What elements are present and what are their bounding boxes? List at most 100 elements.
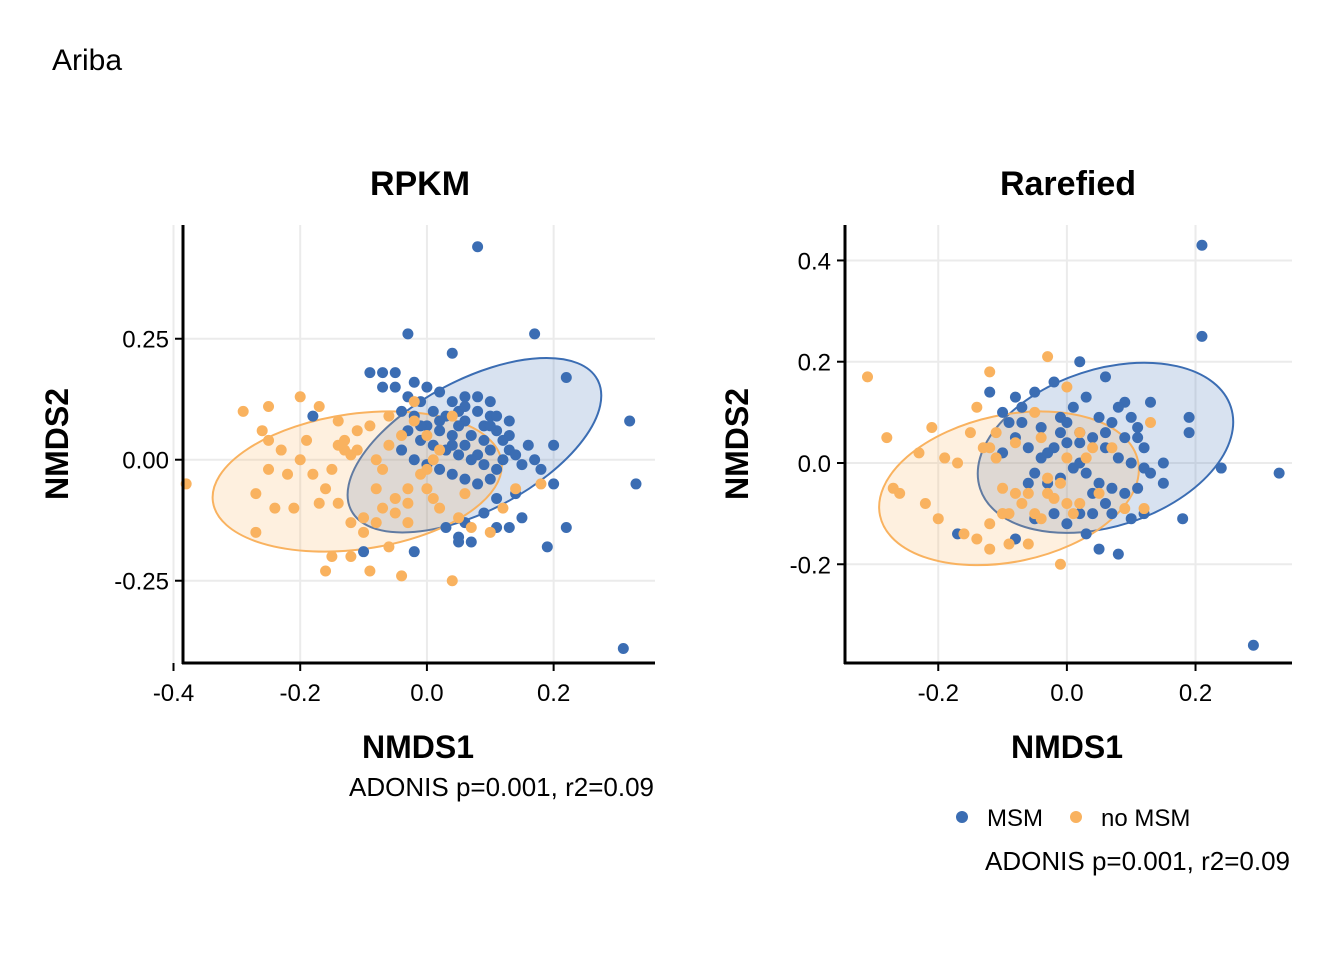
point-msm [1099,427,1111,439]
point-msm [1061,437,1073,449]
point-msm [402,328,414,340]
point-msm [1183,411,1195,423]
point-msm [396,444,408,456]
point-no-msm [377,502,389,514]
point-no-msm [1003,538,1015,550]
point-no-msm [971,401,983,413]
point-no-msm [313,400,325,412]
y-tick-label: 0.00 [122,448,169,475]
point-msm [1022,442,1034,454]
point-msm [1080,391,1092,403]
point-msm [1106,508,1118,520]
point-no-msm [453,512,465,524]
point-msm [434,386,446,398]
point-msm [364,367,376,379]
x-tick-label: 0.2 [1179,680,1212,707]
point-no-msm [396,570,408,582]
point-msm [1074,356,1086,368]
point-msm [1054,427,1066,439]
points [862,239,1285,651]
point-msm [434,415,446,427]
x-tick-label: -0.2 [918,680,959,707]
point-msm [1022,477,1034,489]
point-no-msm [510,483,522,495]
point-msm [1067,401,1079,413]
point-msm [1093,543,1105,555]
legend: MSM no MSM [956,805,1190,832]
point-no-msm [1074,427,1086,439]
legend-label-msm: MSM [987,805,1043,832]
point-no-msm [250,526,262,538]
point-no-msm [1061,452,1073,464]
point-no-msm [358,512,370,524]
x-tick-label: 0.2 [537,680,570,707]
point-msm [446,347,458,359]
point-msm [1132,482,1144,494]
point-no-msm [1009,487,1021,499]
point-no-msm [984,366,996,378]
point-msm [408,454,420,466]
point-msm [1106,482,1118,494]
point-no-msm [320,565,332,577]
point-no-msm [377,463,389,475]
point-no-msm [1145,416,1157,428]
point-no-msm [1067,508,1079,520]
point-msm [1087,508,1099,520]
point-no-msm [370,517,382,529]
point-msm [1196,330,1208,342]
point-msm [1093,477,1105,489]
point-msm [408,376,420,388]
point-no-msm [913,447,925,459]
confidence-ellipse-no-msm [878,410,1140,567]
point-no-msm [345,517,357,529]
point-msm [1048,376,1060,388]
point-msm [358,546,370,558]
point-no-msm [1029,508,1041,520]
point-msm [478,459,490,471]
point-msm [503,415,515,427]
point-msm [453,420,465,432]
point-no-msm [250,488,262,500]
point-no-msm [446,575,458,587]
point-msm [446,439,458,451]
point-msm [529,454,541,466]
ticks: -0.4 -0.2 0.0 0.2 0.25 0.00 -0.25 [114,327,570,707]
point-msm [1035,422,1047,434]
point-no-msm [237,405,249,417]
point-no-msm [926,422,938,434]
point-msm [1125,513,1137,525]
point-msm [1157,477,1169,489]
point-msm [1029,386,1041,398]
x-tick-label: 0.0 [1050,680,1083,707]
point-no-msm [332,415,344,427]
y-tick-label: 0.4 [798,248,831,275]
point-no-msm [345,449,357,461]
y-tick-label: 0.2 [798,350,831,377]
ellipses [878,361,1235,567]
point-msm [1016,416,1028,428]
point-no-msm [275,444,287,456]
point-msm [1145,396,1157,408]
point-msm [522,439,534,451]
point-no-msm [326,463,338,475]
point-msm [472,391,484,403]
point-msm [1099,497,1111,509]
x-tick-label: -0.2 [280,680,321,707]
panel-title: Rarefied [1000,165,1136,203]
point-no-msm [383,439,395,451]
point-no-msm [465,521,477,533]
point-no-msm [307,468,319,480]
point-no-msm [263,400,275,412]
adonis-annotation: ADONIS p=0.001, r2=0.09 [985,846,1290,876]
point-no-msm [370,454,382,466]
point-msm [1119,432,1131,444]
point-msm [560,521,572,533]
point-msm [478,507,490,519]
point-no-msm [364,420,376,432]
point-msm [1009,391,1021,403]
point-no-msm [364,565,376,577]
y-tick-label: -0.2 [790,552,831,579]
point-msm [1003,416,1015,428]
point-msm [396,405,408,417]
point-msm [1061,416,1073,428]
